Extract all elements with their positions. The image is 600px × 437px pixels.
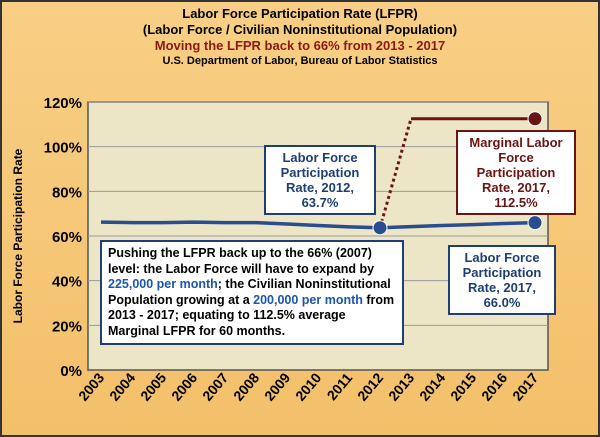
x-tick-label: 2012 xyxy=(354,369,386,403)
y-axis-label: Labor Force Participation Rate xyxy=(11,148,25,323)
y-tick-label: 60% xyxy=(52,229,82,246)
chart-title: Labor Force Participation Rate (LFPR) xyxy=(182,6,418,21)
x-tick-label: 2006 xyxy=(168,369,200,403)
note-text-1: Pushing the LFPR back up to the 66% (200… xyxy=(108,246,375,276)
y-tick-label: 20% xyxy=(52,318,82,335)
annotation-2012: Labor Force Participation Rate, 2012, 63… xyxy=(264,145,376,215)
lfpr-point-marker xyxy=(527,215,543,231)
series-marginal-jump xyxy=(378,118,413,229)
y-tick-label: 120% xyxy=(44,95,82,112)
chart-subtitle: (Labor Force / Civilian Noninstitutional… xyxy=(142,22,458,37)
y-tick-label: 0% xyxy=(60,363,82,380)
x-tick-label: 2016 xyxy=(478,369,510,403)
note-highlight-labor-force: 225,000 per month xyxy=(108,277,218,291)
chart-header: Labor Force Participation Rate (LFPR) (L… xyxy=(0,6,600,68)
x-tick-label: 2017 xyxy=(509,369,541,403)
chart-source: U.S. Department of Labor, Bureau of Labo… xyxy=(162,55,438,67)
note-highlight-population: 200,000 per month xyxy=(253,292,363,307)
x-tick-label: 2009 xyxy=(261,369,293,403)
x-tick-label: 2013 xyxy=(385,369,417,403)
x-tick-label: 2007 xyxy=(199,369,231,403)
x-tick-label: 2008 xyxy=(230,369,262,403)
y-tick-label: 80% xyxy=(52,184,82,201)
x-tick-label: 2015 xyxy=(447,369,479,403)
chart-scenario-subtitle: Moving the LFPR back to 66% from 2013 - … xyxy=(154,38,446,53)
marginal-point-marker xyxy=(527,111,543,127)
y-tick-label: 40% xyxy=(52,274,82,291)
y-tick-label: 100% xyxy=(44,140,82,157)
annotation-marginal-2017: Marginal Labor Force Participation Rate,… xyxy=(456,130,576,215)
annotation-2017: Labor Force Participation Rate, 2017, 66… xyxy=(448,245,556,315)
note-text-3: from 2013 - 2017; equating to 112.5% ave… xyxy=(108,292,395,338)
x-tick-label: 2011 xyxy=(324,369,356,403)
note-text-2: ; the Civilian Noninstitutional Populati… xyxy=(108,277,391,307)
x-tick-label: 2010 xyxy=(292,369,324,403)
x-tick-label: 2014 xyxy=(416,369,448,403)
lfpr-point-marker xyxy=(372,220,388,236)
series-lfpr-line xyxy=(100,220,536,230)
x-tick-label: 2005 xyxy=(137,369,169,403)
explanation-note: Pushing the LFPR back up to the 66% (200… xyxy=(100,240,404,345)
x-tick-label: 2004 xyxy=(106,369,138,403)
